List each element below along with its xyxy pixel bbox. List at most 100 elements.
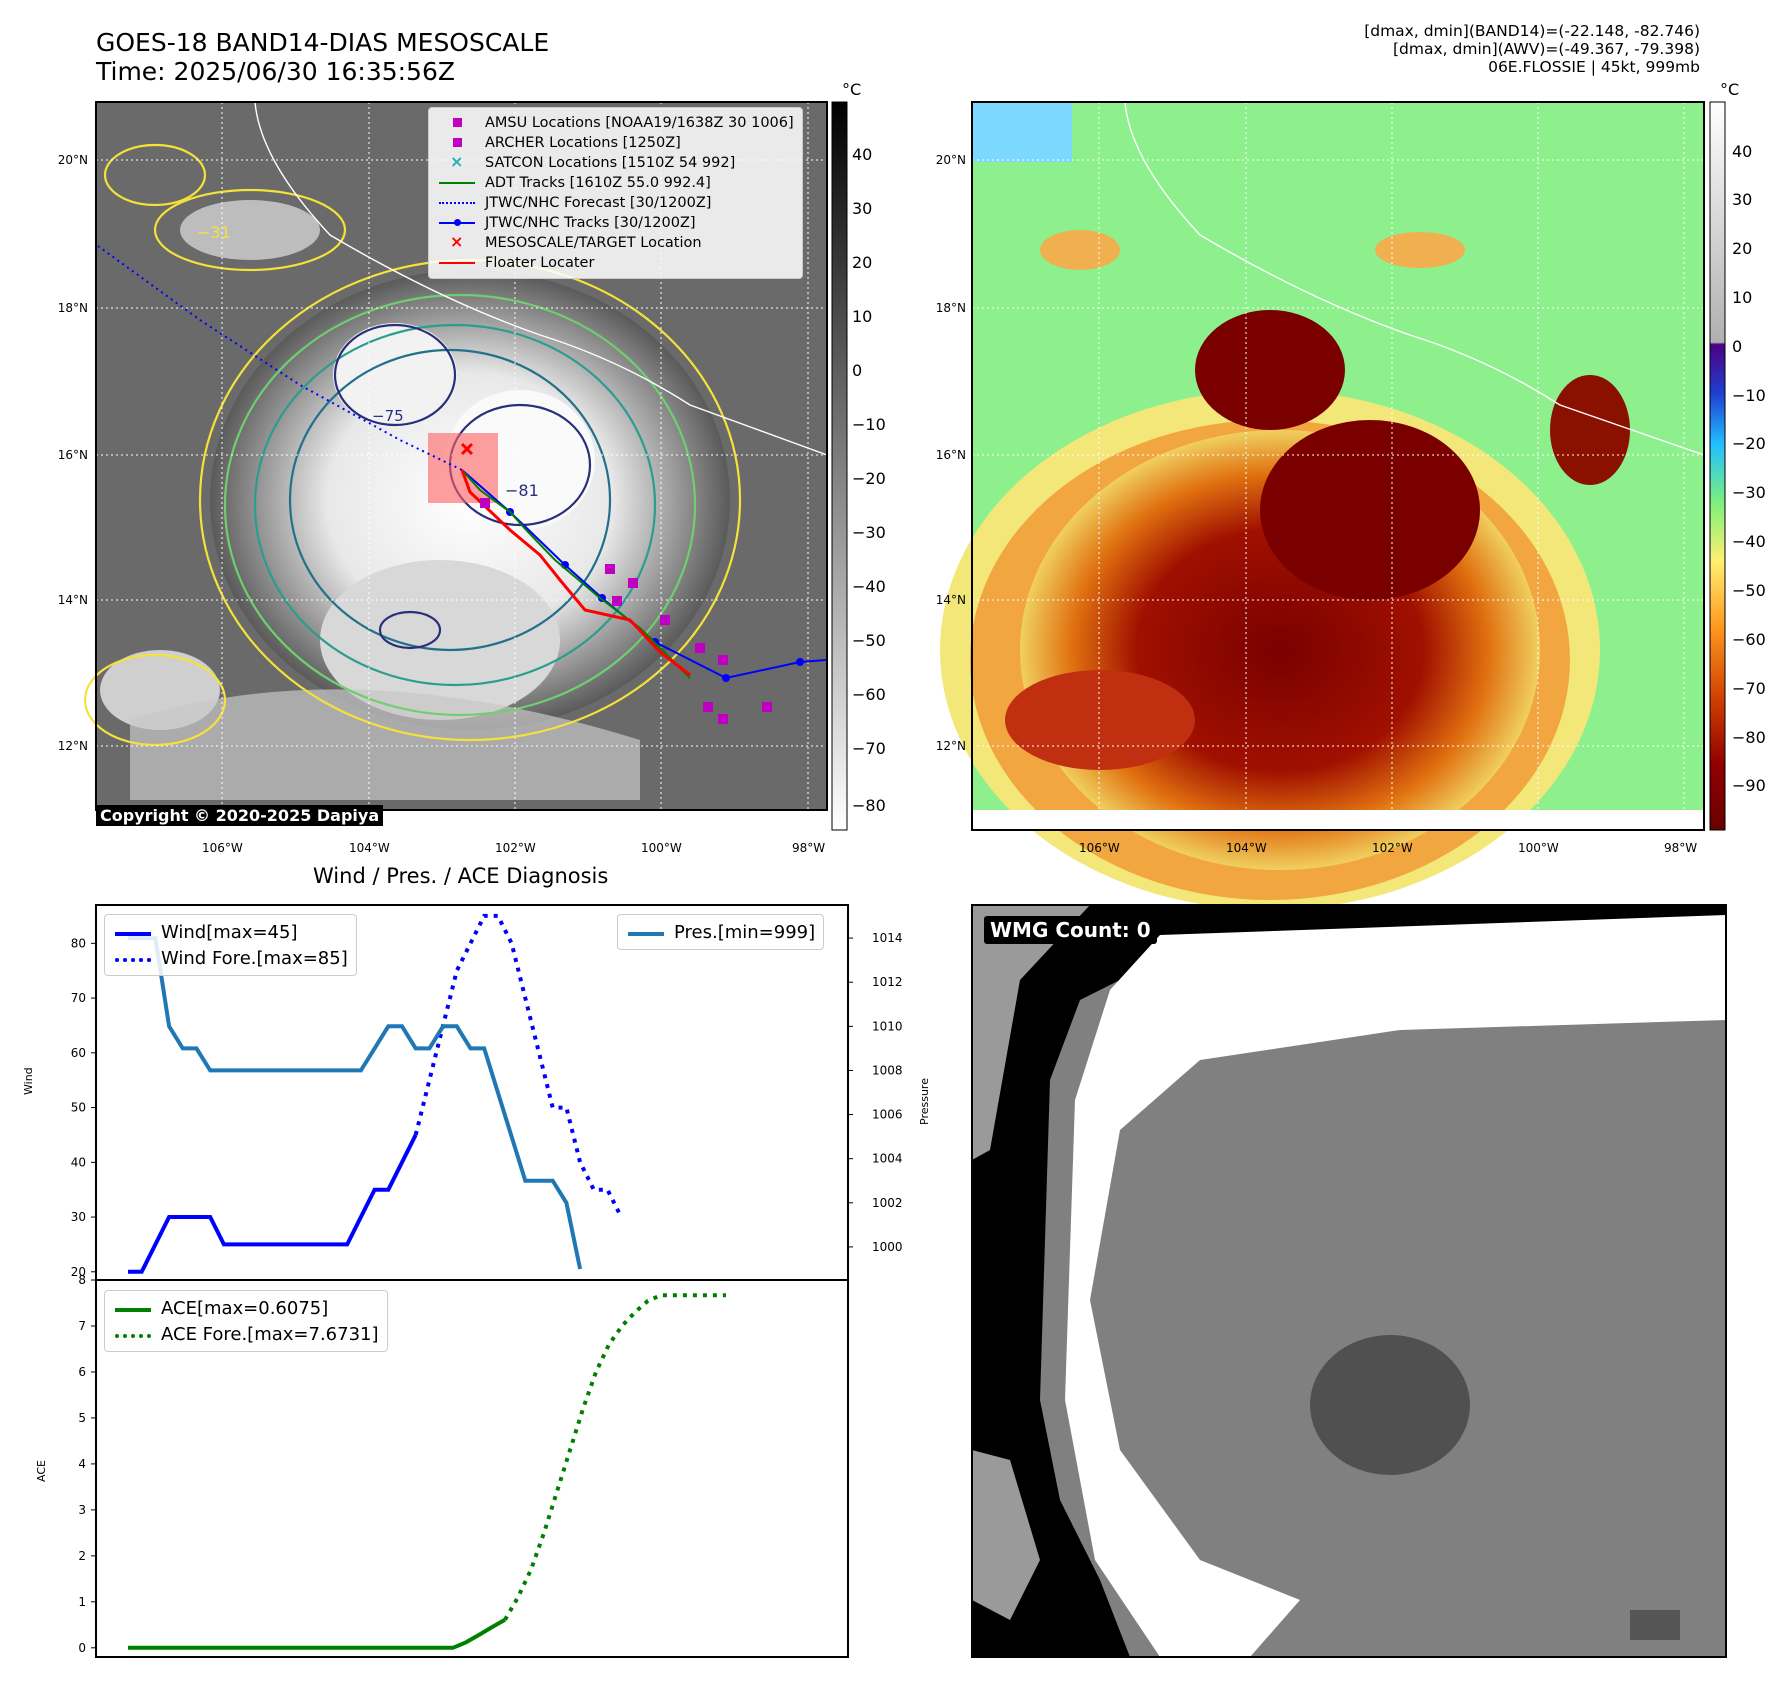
legend-label: AMSU Locations [NOAA19/1638Z 30 1006] (485, 115, 794, 131)
ir-lat-label: 20°N (57, 153, 88, 167)
color-lat-label: 20°N (935, 153, 966, 167)
chart-time: Time: 2025/06/30 16:35:56Z (96, 57, 455, 86)
square-marker-icon (437, 113, 477, 133)
ir-colorbar-tick: 20 (852, 253, 873, 272)
color-colorbar-unit: °C (1720, 80, 1740, 99)
legend-label: Pres.[min=999] (674, 921, 816, 943)
color-map (940, 101, 1705, 910)
color-colorbar-tick: −20 (1732, 434, 1766, 453)
ir-colorbar-tick: 40 (852, 145, 873, 164)
color-colorbar-tick: 10 (1732, 288, 1753, 307)
color-colorbar-tick: 20 (1732, 239, 1753, 258)
ir-colorbar-tick: −60 (852, 685, 886, 704)
dotted-line-icon (113, 948, 153, 968)
contour-label: −31 (197, 223, 231, 242)
ir-colorbar-tick: −10 (852, 415, 886, 434)
legend-label: ACE Fore.[max=7.6731] (161, 1323, 379, 1345)
ir-lat-label: 14°N (57, 593, 88, 607)
ir-colorbar-tick: 10 (852, 307, 873, 326)
wind-axis-label: Wind (22, 1067, 35, 1095)
color-lon-label: 106°W (1079, 841, 1120, 855)
wind-legend: Wind[max=45] Wind Fore.[max=85] (104, 914, 357, 976)
meta-line-3: 06E.FLOSSIE | 45kt, 999mb (1488, 58, 1700, 76)
pressure-legend: Pres.[min=999] (617, 914, 825, 950)
color-colorbar-tick: −60 (1732, 630, 1766, 649)
legend-item: ADT Tracks [1610Z 55.0 992.4] (437, 173, 794, 193)
dotted-line-icon (437, 193, 477, 213)
x-marker-icon: × (450, 152, 464, 171)
color-lon-label: 100°W (1518, 841, 1559, 855)
wmg-count-label: WMG Count: 0 (984, 916, 1157, 944)
color-lat-label: 14°N (935, 593, 966, 607)
legend-item: Wind Fore.[max=85] (113, 945, 348, 971)
ir-colorbar-tick: −50 (852, 631, 886, 650)
ir-lat-label: 12°N (57, 739, 88, 753)
ir-lat-label: 16°N (57, 448, 88, 462)
line-dot-icon (437, 213, 477, 233)
dotted-line-icon (113, 1324, 153, 1344)
ir-colorbar-tick: −40 (852, 577, 886, 596)
contour-label: −81 (505, 481, 539, 500)
copyright-text: Copyright © 2020-2025 Dapiya (96, 805, 384, 826)
contour-label: −75 (372, 407, 404, 425)
color-lat-label: 18°N (935, 301, 966, 315)
legend-item: AMSU Locations [NOAA19/1638Z 30 1006] (437, 113, 794, 133)
legend-label: ARCHER Locations [1250Z] (485, 135, 681, 151)
legend-item: Wind[max=45] (113, 919, 348, 945)
legend-label: SATCON Locations [1510Z 54 992] (485, 155, 736, 171)
square-marker-icon (437, 133, 477, 153)
legend-label: Wind[max=45] (161, 921, 298, 943)
color-lon-label: 98°W (1664, 841, 1698, 855)
ir-lat-label: 18°N (57, 301, 88, 315)
ir-colorbar-tick: 30 (852, 199, 873, 218)
meta-line-1: [dmax, dmin](BAND14)=(-22.148, -82.746) (1364, 22, 1700, 40)
amsu-markers (480, 498, 772, 724)
legend-label: MESOSCALE/TARGET Location (485, 235, 702, 251)
line-icon (626, 922, 666, 942)
line-icon (113, 922, 153, 942)
color-lon-label: 102°W (1372, 841, 1413, 855)
color-colorbar-tick: −50 (1732, 581, 1766, 600)
copyright: Copyright © 2020-2025 Dapiya (96, 805, 384, 826)
color-colorbar-tick: −10 (1732, 386, 1766, 405)
ir-colorbar (831, 101, 848, 831)
legend-label: Wind Fore.[max=85] (161, 947, 348, 969)
ir-lon-label: 98°W (792, 841, 826, 855)
pressure-axis-label: Pressure (918, 1078, 931, 1125)
ir-lon-label: 100°W (641, 841, 682, 855)
coastline (254, 101, 828, 456)
legend-label: JTWC/NHC Tracks [30/1200Z] (485, 215, 696, 231)
ir-colorbar-tick: −80 (852, 796, 886, 815)
ace-legend: ACE[max=0.6075] ACE Fore.[max=7.6731] (104, 1290, 388, 1352)
legend-label: ACE[max=0.6075] (161, 1297, 329, 1319)
color-colorbar-tick: −80 (1732, 728, 1766, 747)
legend-label: Floater Locater (485, 255, 595, 271)
color-colorbar-tick: 30 (1732, 190, 1753, 209)
line-icon (113, 1298, 153, 1318)
color-lat-label: 12°N (935, 739, 966, 753)
legend-item: Floater Locater (437, 253, 794, 273)
legend-item: ACE[max=0.6075] (113, 1295, 379, 1321)
color-colorbar-tick: −70 (1732, 679, 1766, 698)
meta-info: [dmax, dmin](BAND14)=(-22.148, -82.746) … (1364, 22, 1700, 76)
color-colorbar-tick: −30 (1732, 483, 1766, 502)
mesoscale-marker (460, 442, 474, 456)
chart-title: GOES-18 BAND14-DIAS MESOSCALE (96, 28, 550, 57)
ir-legend: AMSU Locations [NOAA19/1638Z 30 1006] AR… (428, 107, 803, 279)
ir-colorbar-tick: −20 (852, 469, 886, 488)
legend-item: ACE Fore.[max=7.6731] (113, 1321, 379, 1347)
legend-label: ADT Tracks [1610Z 55.0 992.4] (485, 175, 711, 191)
legend-item: JTWC/NHC Forecast [30/1200Z] (437, 193, 794, 213)
ace-axis-label: ACE (35, 1460, 48, 1482)
legend-item: JTWC/NHC Tracks [30/1200Z] (437, 213, 794, 233)
ir-colorbar-tick: 0 (852, 361, 863, 380)
color-colorbar-tick: 0 (1732, 337, 1743, 356)
color-colorbar-tick: 40 (1732, 142, 1753, 161)
legend-item: × MESOSCALE/TARGET Location (437, 232, 794, 253)
x-marker-icon: × (450, 232, 464, 251)
forecast-track (97, 245, 463, 471)
color-colorbar (1709, 101, 1726, 831)
color-colorbar-tick: −40 (1732, 532, 1766, 551)
color-lat-label: 16°N (935, 448, 966, 462)
